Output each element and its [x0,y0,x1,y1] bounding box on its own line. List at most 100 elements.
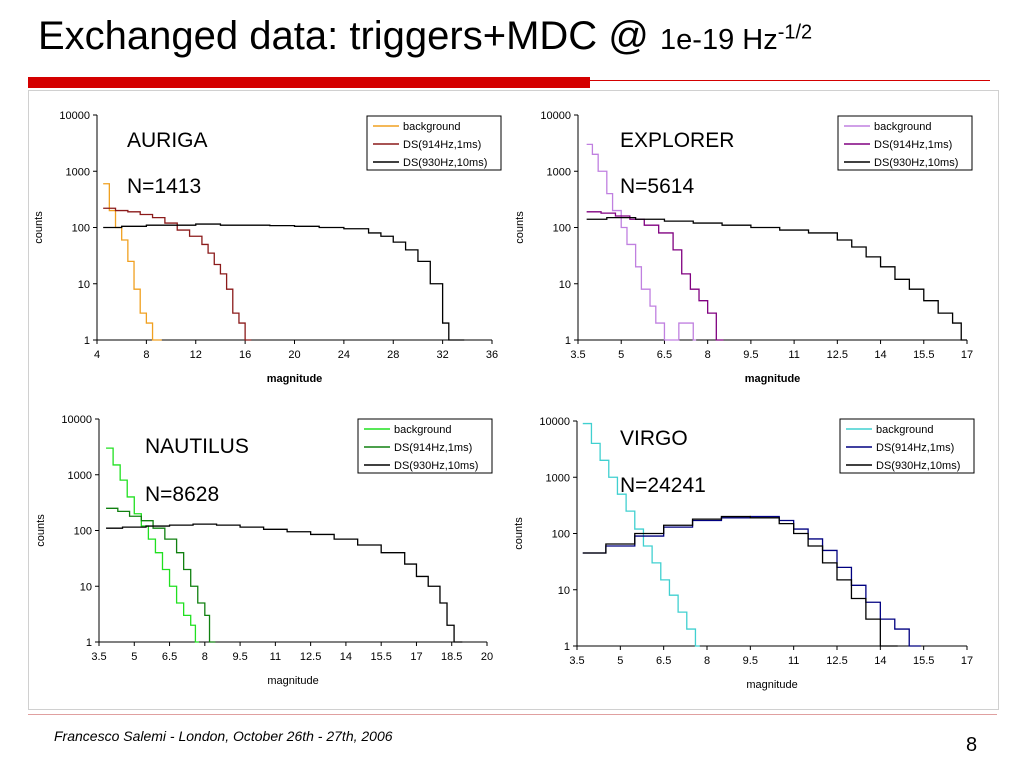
legend-box [837,115,973,171]
x-tick-label: 6.5 [656,655,671,667]
x-tick-label: 14 [874,349,886,361]
x-axis-label: magnitude [267,373,323,385]
x-tick-label: 16 [239,349,251,361]
x-tick-label: 5 [618,349,624,361]
y-tick-label: 100 [72,223,90,235]
detector-label: AURIGA [127,129,208,152]
series-line-ds-930hz-10ms- [582,515,898,647]
y-tick-label: 10 [559,279,571,291]
chart-auriga: 1 10 100 1000 10000 4 8 12 16 20 24 28 32 36 magnitude… [33,110,502,385]
chart-nautilus: 1 10 100 1000 10000 3.5 5 6.5 8 9.5 11 12.5 14 15.5 17… [35,414,493,687]
series-line-background [586,143,697,341]
detector-label: EXPLORER [620,129,734,152]
legend: background DS(914Hz,1ms) DS(930Hz,10ms) [837,115,973,171]
y-tick-label: 1000 [546,472,570,484]
x-tick-label: 8 [202,651,208,663]
y-tick-label: 10 [558,585,570,597]
y-tick-label: 1000 [66,166,90,178]
x-tick-label: 17 [961,655,973,667]
x-tick-label: 18.5 [441,651,462,663]
y-axis-label: counts [33,211,45,244]
y-tick-label: 1000 [68,470,92,482]
legend-entry: DS(930Hz,10ms) [394,460,478,472]
x-tick-label: 3.5 [91,651,106,663]
x-tick-label: 20 [481,651,493,663]
x-tick-label: 11 [270,651,281,663]
y-tick-label: 1 [84,335,90,347]
slide-title-sub: 1e-19 Hz-1/2 [660,21,813,56]
footer-text: Francesco Salemi - London, October 26th … [54,728,393,744]
detector-label: VIRGO [620,427,688,450]
x-tick-label: 15.5 [370,651,391,663]
x-tick-label: 36 [486,349,498,361]
title-rule-bar [28,77,590,88]
x-tick-label: 32 [437,349,449,361]
series-line-ds-914hz-1ms- [106,507,216,643]
series-line-background [106,447,199,643]
page-number: 8 [966,734,978,756]
x-tick-label: 20 [288,349,300,361]
legend-entry: DS(914Hz,1ms) [874,139,952,151]
legend-entry: DS(930Hz,10ms) [874,157,958,169]
chart-explorer: 1 10 100 1000 10000 3.5 5 6.5 8 9.5 11 12.5 14 15.5 17… [514,110,973,385]
y-tick-label: 10000 [540,110,571,122]
x-tick-label: 3.5 [570,349,585,361]
legend: background DS(914Hz,1ms) DS(930Hz,10ms) [357,418,493,474]
x-tick-label: 9.5 [743,349,758,361]
y-tick-label: 1000 [547,166,571,178]
y-axis-label: counts [35,514,47,547]
detector-label: NAUTILUS [145,435,249,458]
series-line-ds-914hz-1ms- [582,515,921,647]
legend-entry: DS(914Hz,1ms) [394,442,472,454]
x-tick-label: 28 [387,349,399,361]
x-tick-label: 6.5 [162,651,177,663]
slide-title-sub-text: 1e-19 Hz [660,24,778,56]
slide-title-superscript: -1/2 [777,21,813,44]
event-count-label: N=24241 [620,474,706,497]
x-tick-label: 12.5 [826,655,847,667]
x-tick-label: 3.5 [569,655,584,667]
legend-box [839,418,975,474]
x-tick-label: 6.5 [657,349,672,361]
y-tick-label: 100 [553,223,571,235]
chart-virgo: 1 10 100 1000 10000 3.5 5 6.5 8 9.5 11 12.5 14 15.5 17… [513,416,975,691]
legend-entry: background [403,121,461,133]
series-line-ds-930hz-10ms- [586,216,967,341]
chart-frame [28,90,999,710]
x-tick-label: 17 [961,349,973,361]
x-tick-label: 12 [190,349,202,361]
legend-entry: background [874,121,932,133]
y-tick-label: 10000 [61,414,92,426]
legend-entry: DS(914Hz,1ms) [403,139,481,151]
x-tick-label: 8 [143,349,149,361]
y-axis-label: counts [513,517,525,550]
legend: background DS(914Hz,1ms) DS(930Hz,10ms) [839,418,975,474]
x-tick-label: 9.5 [743,655,758,667]
event-count-label: N=5614 [620,175,694,198]
x-tick-label: 9.5 [232,651,247,663]
x-tick-label: 12.5 [827,349,848,361]
x-tick-label: 8 [705,349,711,361]
event-count-label: N=1413 [127,175,201,198]
x-tick-label: 15.5 [913,349,934,361]
y-tick-label: 100 [552,529,570,541]
x-tick-label: 5 [131,651,137,663]
x-tick-label: 14 [874,655,886,667]
legend-entry: DS(914Hz,1ms) [876,442,954,454]
x-tick-label: 24 [338,349,350,361]
y-tick-label: 10000 [539,416,570,428]
y-tick-label: 10 [80,581,92,593]
x-tick-label: 12.5 [300,651,321,663]
series-line-background [103,183,162,341]
legend-box [366,115,502,171]
series-line-background [582,422,700,647]
y-tick-label: 1 [564,641,570,653]
x-axis-label: magnitude [745,373,801,385]
x-axis-label: magnitude [267,675,318,687]
y-tick-label: 1 [565,335,571,347]
title-rule-line [590,80,990,81]
event-count-label: N=8628 [145,483,219,506]
legend-entry: DS(930Hz,10ms) [403,157,487,169]
x-tick-label: 14 [340,651,352,663]
